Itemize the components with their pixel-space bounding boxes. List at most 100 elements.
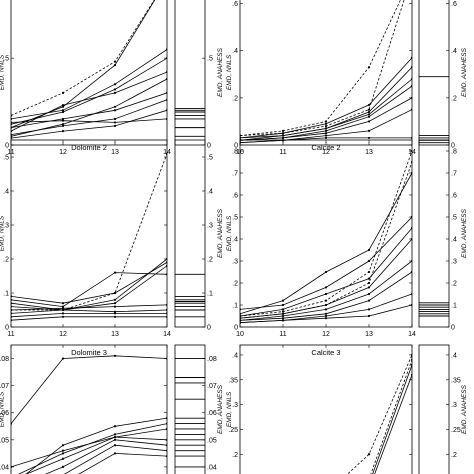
series-point (410, 56, 412, 59)
panel-title: Calcite 3 (311, 348, 340, 357)
y-tick-label: .6 (232, 193, 238, 200)
right-y-tick-label: .8 (451, 149, 457, 156)
series-point (367, 292, 371, 296)
series-point (281, 314, 285, 318)
right-y-tick-label: .3 (451, 402, 457, 409)
series-point (113, 315, 117, 318)
series-point (11, 298, 13, 301)
y-tick-label: .1 (232, 303, 238, 310)
series-point (324, 132, 328, 135)
series-line (11, 265, 167, 311)
series-line (11, 92, 167, 128)
histogram-frame (418, 139, 450, 328)
series-point (113, 436, 117, 439)
series-point (11, 123, 13, 126)
x-tick-label: 12 (322, 331, 330, 338)
right-y-tick-label: .1 (451, 303, 457, 310)
series-line (240, 0, 401, 136)
series-point (165, 77, 167, 81)
series-point (113, 91, 117, 94)
series-point (281, 310, 285, 313)
y-tick-label: .3 (3, 223, 9, 230)
right-y-tick-label: .4 (207, 189, 213, 196)
series-line (44, 439, 167, 474)
series-point (113, 60, 117, 63)
series-point (281, 129, 285, 132)
x-tick-label: 11 (7, 331, 14, 338)
right-y-axis-label: EMD, ANAHESS (461, 384, 468, 434)
series-point (165, 315, 167, 318)
series-point (240, 312, 242, 315)
series-point (410, 136, 412, 140)
series-point (410, 226, 412, 230)
series-point (61, 449, 65, 452)
series-line (25, 417, 167, 474)
histogram-frame (174, 139, 206, 328)
right-y-tick-label: .6 (451, 1, 457, 8)
series-point (367, 108, 371, 111)
series-point (165, 152, 167, 155)
right-y-tick-label: .5 (451, 215, 457, 222)
series-line (240, 216, 412, 310)
series-point (165, 91, 167, 94)
series-point (367, 277, 371, 280)
series-point (61, 119, 65, 122)
series-line (11, 258, 167, 311)
x-tick-label: 13 (365, 331, 373, 338)
series-point (324, 308, 328, 311)
series-point (113, 438, 117, 441)
series-point (61, 305, 65, 308)
series-point (367, 314, 371, 318)
series-point (367, 66, 371, 69)
panel-right-bottom: .2 .25 .3 .35 .4 .2 .25 .3 .35 .4 Calcite 3 EMD, NN… (226, 344, 468, 474)
series-point (113, 83, 117, 86)
series-point (61, 312, 65, 315)
series-point (61, 452, 65, 455)
right-y-tick-label: .7 (451, 171, 457, 178)
series-point (11, 302, 13, 305)
right-y-tick-label: .4 (451, 237, 457, 244)
series-point (324, 122, 328, 125)
series-point (165, 454, 167, 458)
series-point (165, 449, 167, 452)
series-point (281, 308, 285, 311)
series-point (165, 357, 167, 360)
series-point (61, 444, 65, 447)
series-point (410, 149, 412, 153)
series-point (367, 113, 371, 116)
series-line (78, 452, 167, 474)
series-line (11, 428, 167, 468)
x-tick-label: 13 (111, 149, 119, 156)
right-y-tick-label: .2 (207, 257, 213, 264)
series-point (240, 314, 242, 318)
series-point (410, 96, 412, 99)
right-y-tick-label: .2 (451, 281, 457, 288)
series-point (113, 298, 117, 301)
series-point (11, 308, 13, 312)
series-line (240, 150, 412, 317)
series-point (61, 307, 65, 310)
series-line (11, 355, 167, 424)
series-point (11, 136, 13, 140)
series-point (61, 91, 65, 94)
series-point (113, 88, 117, 91)
series-point (367, 259, 371, 263)
series-line (11, 272, 167, 308)
series-line (63, 444, 167, 474)
right-y-tick-label: .25 (451, 427, 461, 434)
y-tick-label: .5 (3, 56, 9, 63)
x-tick-label: 14 (163, 331, 171, 338)
y-tick-label: .5 (232, 215, 238, 222)
series-point (240, 321, 242, 324)
series-point (165, 308, 167, 312)
series-line (11, 309, 167, 314)
series-point (324, 120, 328, 123)
y-tick-label: .5 (3, 155, 9, 162)
series-point (11, 130, 13, 133)
right-y-tick-label: .5 (207, 56, 213, 63)
series-point (165, 427, 167, 431)
panel-right-middle: 0.1.2.3.4.5.6.7.80.1.2.3.4.5.6.7.810 11 12… (226, 139, 468, 338)
series-point (113, 121, 117, 124)
series-point (113, 452, 117, 455)
series-point (281, 312, 285, 315)
